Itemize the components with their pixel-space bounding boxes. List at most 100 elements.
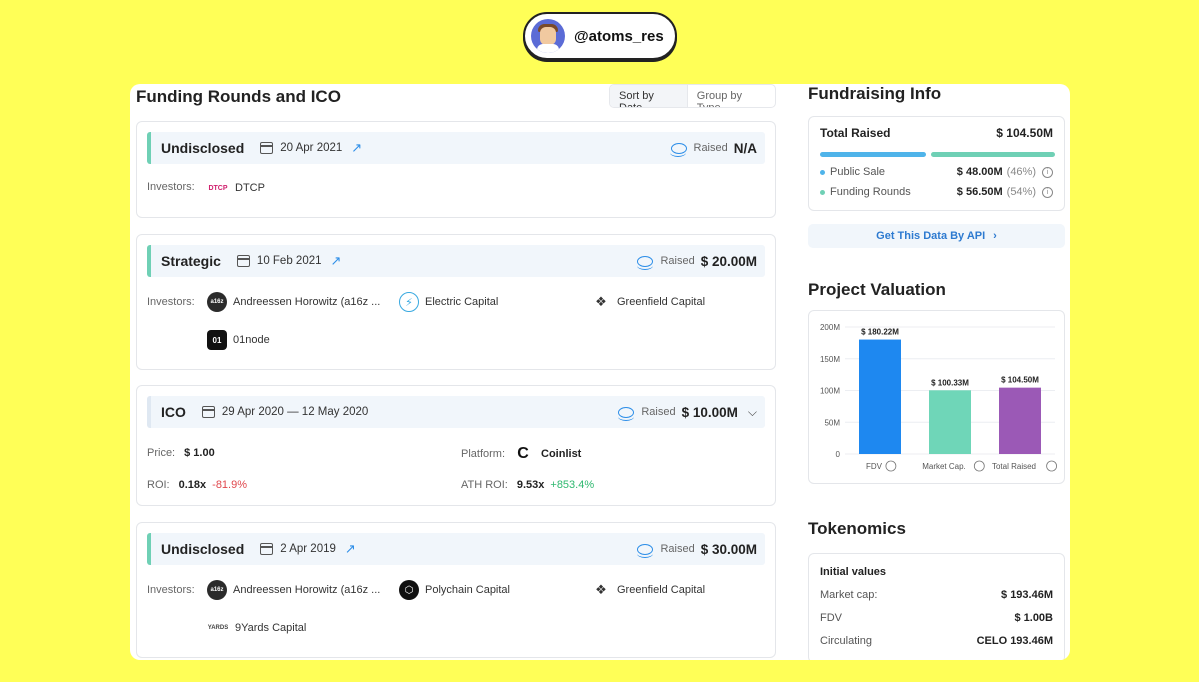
9yards-logo-icon: YARDS (207, 618, 229, 638)
external-link-icon[interactable]: ↗ (344, 541, 356, 556)
raised-amount: Raised N/A (670, 132, 757, 164)
funding-rounds-dot (820, 189, 825, 195)
raised-label: Raised (693, 142, 728, 154)
ath-roi-value: 9.53x (516, 479, 545, 491)
raised-label: Raised (660, 255, 695, 267)
sort-by-date-button[interactable]: Sort by Date (610, 85, 688, 107)
fundraising-box: Total Raised $ 104.50M Public Sale $ 48.… (808, 116, 1065, 211)
investor-name: 01node (233, 334, 270, 346)
roi-value: 0.18x (178, 479, 207, 491)
investor-item[interactable]: YARDS 9Yards Capital (207, 618, 306, 638)
ico-ath-roi: ATH ROI: 9.53x +853.4% (461, 479, 594, 491)
public-sale-dot (820, 169, 825, 175)
calendar-icon (201, 406, 215, 418)
main-panel: Funding Rounds and ICO Sort by Date Grou… (130, 84, 1070, 660)
round-header[interactable]: Undisclosed 2 Apr 2019 ↗ Raised $ 30.00M (147, 533, 765, 565)
x-tick-label: Total Raised (992, 462, 1036, 471)
info-icon (1046, 460, 1058, 472)
round-header[interactable]: Undisclosed 20 Apr 2021 ↗ Raised N/A (147, 132, 765, 164)
round-type: Strategic (161, 253, 221, 269)
profile-handle: @atoms_res (574, 27, 664, 45)
public-sale-bar (820, 152, 926, 157)
investors-label: Investors: (147, 296, 195, 308)
investor-item[interactable]: ❖ Greenfield Capital (591, 580, 705, 600)
investor-name: 9Yards Capital (235, 622, 307, 634)
round-type: Undisclosed (161, 140, 245, 156)
price-value: $ 1.00 (184, 447, 215, 459)
investor-item[interactable]: a16z Andreessen Horowitz (a16z ... (207, 292, 380, 312)
bar-fdv (859, 339, 901, 454)
public-sale-value: $ 48.00M (956, 166, 1003, 178)
initial-values-label: Initial values (820, 566, 887, 578)
raised-amount: Raised $ 30.00M (636, 533, 757, 565)
round-header[interactable]: ICO 29 Apr 2020 — 12 May 2020 Raised $ 1… (147, 396, 765, 428)
y-tick-label: 100M (820, 387, 840, 396)
platform-value[interactable]: Coinlist (541, 448, 582, 460)
round-card: Undisclosed 20 Apr 2021 ↗ Raised N/A Inv… (136, 121, 776, 218)
info-icon[interactable]: i (1042, 166, 1053, 178)
coins-icon (670, 142, 687, 157)
investors-label: Investors: (147, 181, 195, 193)
round-date: 20 Apr 2021 (280, 142, 343, 154)
token-row-label: Circulating (820, 635, 872, 647)
ath-roi-percent: +853.4% (550, 479, 595, 491)
external-link-icon[interactable]: ↗ (330, 253, 342, 268)
tokenomics-box: Initial values Market cap: $ 193.46M FDV… (808, 553, 1065, 660)
calendar-icon (236, 255, 250, 267)
lightning-logo-icon: ⚡ (399, 292, 419, 312)
round-header[interactable]: Strategic 10 Feb 2021 ↗ Raised $ 20.00M (147, 245, 765, 277)
coins-icon (617, 406, 635, 421)
public-sale-label: Public Sale (830, 166, 886, 178)
data-label: $ 180.22M (861, 328, 899, 337)
round-card: Strategic 10 Feb 2021 ↗ Raised $ 20.00M … (136, 234, 776, 370)
investor-item[interactable]: DTCP DTCP (207, 178, 264, 198)
total-raised-label: Total Raised (820, 126, 891, 140)
fundraising-title: Fundraising Info (808, 84, 942, 103)
investor-name: Andreessen Horowitz (a16z ... (233, 584, 381, 596)
greenfield-logo-icon: ❖ (591, 292, 611, 312)
investor-name: Electric Capital (425, 296, 499, 308)
investors-label: Investors: (147, 584, 195, 596)
funding-rounds-label: Funding Rounds (830, 186, 911, 198)
calendar-icon (260, 142, 274, 154)
platform-label: Platform: (461, 448, 506, 460)
investor-item[interactable]: 01 01node (207, 330, 270, 350)
funding-rounds-percent: (54%) (1006, 186, 1036, 198)
chevron-right-icon: › (993, 230, 997, 242)
investor-item[interactable]: ⚡ Electric Capital (399, 292, 498, 312)
avatar (531, 19, 565, 53)
a16z-logo-icon: a16z (207, 580, 227, 600)
investor-item[interactable]: ❖ Greenfield Capital (591, 292, 705, 312)
x-tick-label: Market Cap. (922, 462, 966, 471)
round-type: Undisclosed (161, 541, 245, 557)
ico-roi: ROI: 0.18x -81.9% (147, 479, 247, 491)
valuation-title: Project Valuation (808, 280, 946, 299)
roi-label: ROI: (147, 479, 170, 491)
coins-icon (636, 543, 654, 558)
round-date: 2 Apr 2019 (280, 543, 336, 555)
token-row-label: Market cap: (820, 589, 878, 601)
investor-item[interactable]: a16z Andreessen Horowitz (a16z ... (207, 580, 380, 600)
tokenomics-title: Tokenomics (808, 519, 906, 538)
external-link-icon[interactable]: ↗ (351, 140, 363, 155)
roi-percent: -81.9% (212, 479, 248, 491)
funding-rounds-bar (931, 152, 1055, 157)
public-sale-row: Public Sale $ 48.00M (46%) i (820, 166, 1053, 178)
bar-market-cap- (929, 390, 971, 454)
chevron-down-icon[interactable]: ⌵ (747, 404, 757, 419)
coinlist-logo-icon: C (513, 444, 534, 464)
group-by-type-button[interactable]: Group by Type (696, 90, 743, 108)
dtcp-logo-icon: DTCP (208, 184, 228, 192)
token-row-value: $ 193.46M (1001, 589, 1053, 601)
raised-value: N/A (733, 140, 757, 156)
y-tick-label: 50M (824, 418, 840, 427)
investor-item[interactable]: ⬡ Polychain Capital (399, 580, 510, 600)
info-icon[interactable]: i (1042, 186, 1053, 198)
raised-value: $ 30.00M (700, 541, 757, 557)
investor-name: Greenfield Capital (617, 296, 706, 308)
profile-badge: @atoms_res (523, 12, 677, 60)
get-data-api-button[interactable]: Get This Data By API › (808, 224, 1065, 248)
token-row: Market cap: $ 193.46M (820, 589, 1053, 601)
token-row-value: CELO 193.46M (976, 635, 1053, 647)
round-type: ICO (161, 404, 186, 420)
